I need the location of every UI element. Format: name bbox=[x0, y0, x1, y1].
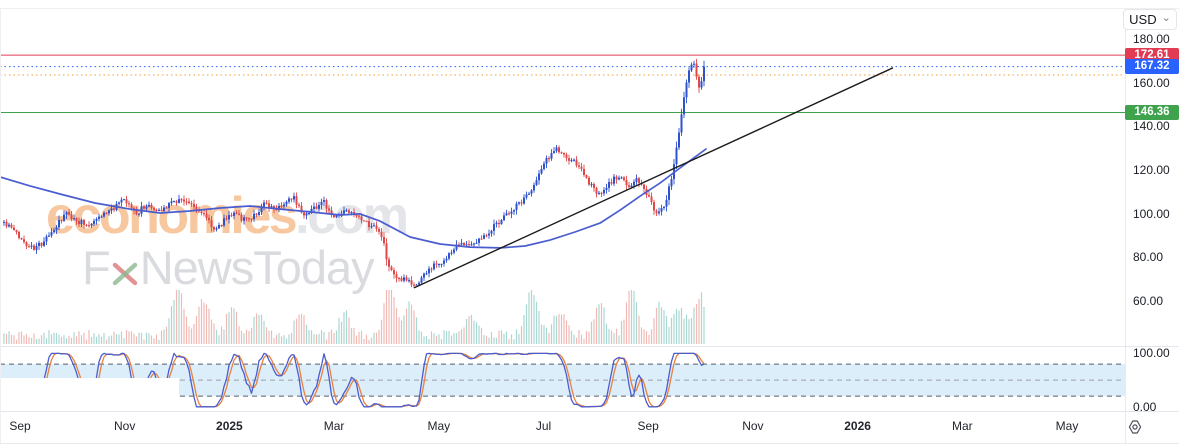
chevron-down-icon: ⌄ bbox=[1161, 11, 1171, 24]
price-tick-label: 60.00 bbox=[1133, 293, 1164, 308]
time-tick-label: Mar bbox=[951, 419, 973, 433]
indicator-tick-label: 0.00 bbox=[1133, 399, 1157, 414]
time-tick-label: Nov bbox=[114, 419, 136, 433]
time-tick-label: 2025 bbox=[216, 419, 243, 433]
time-tick-label: Jul bbox=[535, 419, 552, 433]
price-tick-label: 160.00 bbox=[1133, 75, 1170, 90]
time-tick-label: 2026 bbox=[844, 419, 871, 433]
time-tick-label: Sep bbox=[637, 419, 659, 433]
currency-selector-button[interactable]: USD ⌄ bbox=[1123, 9, 1177, 30]
time-tick-label: Mar bbox=[323, 419, 345, 433]
price-tick-label: 180.00 bbox=[1133, 32, 1170, 46]
time-tick-label: May bbox=[427, 419, 451, 433]
indicator-tick-label: 100.00 bbox=[1133, 346, 1170, 361]
price-tick-label: 100.00 bbox=[1133, 206, 1170, 221]
price-axis[interactable]: 180.00 160.00 140.00 120.00 100.00 80.00 60.00… bbox=[1125, 0, 1179, 445]
settings-icon[interactable] bbox=[1126, 418, 1144, 436]
currency-label: USD bbox=[1129, 12, 1157, 27]
time-axis[interactable]: Sep Nov 2025 Mar May Jul Sep Nov 2026 Mar May bbox=[0, 412, 1125, 443]
time-tick-label: Nov bbox=[742, 419, 764, 433]
time-tick-label: Sep bbox=[9, 419, 31, 433]
price-badge-support-price: 146.36 bbox=[1125, 104, 1179, 120]
price-tick-label: 80.00 bbox=[1133, 250, 1164, 265]
time-tick-label: May bbox=[1055, 419, 1079, 433]
price-tick-label: 120.00 bbox=[1133, 162, 1170, 177]
price-badge-resistance-price: 172.61 bbox=[1125, 47, 1179, 63]
price-tick-label: 140.00 bbox=[1133, 119, 1170, 134]
price-badge-last-price: 167.32 bbox=[1125, 59, 1179, 75]
